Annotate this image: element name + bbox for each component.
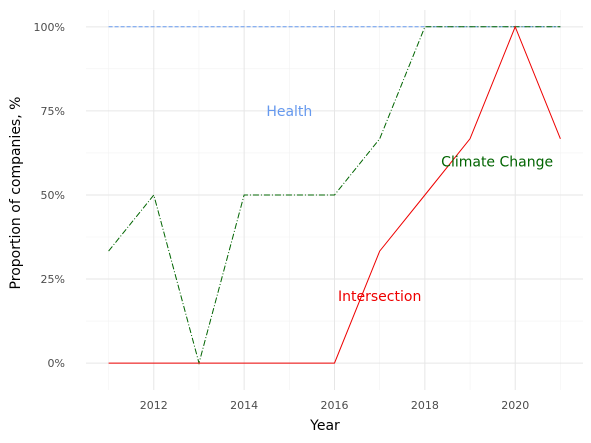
x-tick-label: 2018	[411, 399, 439, 412]
y-tick-label: 0%	[48, 357, 65, 370]
x-axis-title: Year	[309, 418, 340, 434]
x-tick-label: 2016	[321, 399, 349, 412]
x-axis-ticks: 2012 2014 2016 2018 2020	[140, 399, 529, 412]
grid	[86, 10, 583, 390]
series-line-climate-change	[108, 26, 561, 366]
series-label-climate-change: Climate Change	[441, 154, 553, 170]
series-line-intersection	[108, 25, 561, 364]
x-tick-label: 2014	[230, 399, 258, 412]
y-tick-label: 100%	[34, 21, 65, 34]
series-label-health: Health	[266, 104, 312, 120]
y-tick-label: 25%	[41, 273, 65, 286]
series-label-intersection: Intersection	[338, 289, 421, 305]
y-axis-title: Proportion of companies, %	[8, 97, 24, 290]
series-labels: Health Climate Change Intersection	[266, 104, 553, 305]
x-tick-label: 2012	[140, 399, 168, 412]
y-axis-ticks: 0% 25% 50% 75% 100%	[34, 21, 65, 370]
y-tick-label: 75%	[41, 105, 65, 118]
series-lines	[108, 25, 561, 366]
x-tick-label: 2020	[501, 399, 529, 412]
y-tick-label: 50%	[41, 189, 65, 202]
